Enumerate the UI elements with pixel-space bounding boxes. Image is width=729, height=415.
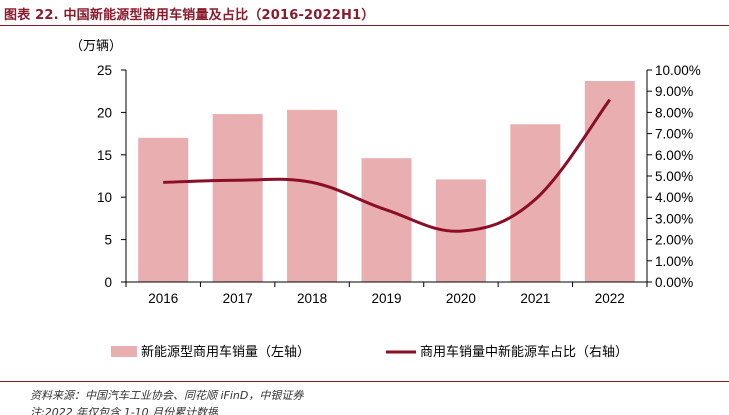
bar-series — [138, 81, 635, 282]
right-tick-label: 5.00% — [655, 169, 693, 184]
legend: 新能源型商用车销量（左轴） 商用车销量中新能源车占比（右轴） — [111, 344, 628, 360]
right-tick-label: 6.00% — [655, 148, 693, 163]
x-tick-label: 2018 — [297, 291, 327, 306]
right-tick-label: 1.00% — [655, 254, 693, 269]
bar-2017 — [212, 114, 263, 282]
right-tick-label: 0.00% — [655, 275, 693, 290]
bar-2022 — [584, 81, 635, 282]
right-tick-label: 2.00% — [655, 233, 693, 248]
legend-bar-swatch — [111, 346, 137, 357]
source-note: 资料来源：中国汽车工业协会、同花顺 iFinD，中银证券 — [30, 389, 304, 402]
footer-divider — [0, 381, 729, 382]
x-tick-label: 2017 — [223, 291, 253, 306]
right-tick-label: 9.00% — [655, 84, 693, 99]
footnote: 注:2022 年仅包含 1-10 月份累计数据 — [30, 406, 219, 415]
x-tick-label: 2021 — [520, 291, 550, 306]
right-tick-label: 10.00% — [655, 63, 701, 78]
x-tick-label: 2016 — [148, 291, 178, 306]
bar-2018 — [287, 109, 338, 282]
x-tick-label: 2022 — [595, 291, 625, 306]
left-axis-unit: （万辆） — [70, 39, 122, 54]
title-divider — [0, 25, 729, 26]
right-tick-label: 4.00% — [655, 190, 693, 205]
left-tick-label: 15 — [97, 148, 112, 163]
left-tick-label: 20 — [97, 105, 112, 120]
bar-2019 — [361, 158, 412, 282]
chart-title: 图表 22. 中国新能源型商用车销量及占比（2016-2022H1） — [4, 8, 375, 23]
x-tick-label: 2019 — [371, 291, 401, 306]
line-series — [163, 98, 611, 233]
legend-bar-label: 新能源型商用车销量（左轴） — [141, 344, 310, 360]
left-tick-label: 10 — [97, 190, 112, 205]
right-tick-label: 8.00% — [655, 105, 693, 120]
legend-line-label: 商用车销量中新能源车占比（右轴） — [420, 344, 628, 360]
combo-chart: （万辆） 0 5 10 15 20 25 0.00% 1.00% 2.00% 3.00% 4.00%… — [70, 39, 701, 360]
bar-2016 — [138, 137, 189, 282]
bar-2021 — [510, 124, 561, 282]
right-tick-label: 7.00% — [655, 127, 693, 142]
axes: 0 5 10 15 20 25 0.00% 1.00% 2.00% 3.00% 4.00% 5.00%… — [97, 63, 701, 306]
left-tick-label: 25 — [97, 63, 112, 78]
left-tick-label: 5 — [104, 233, 112, 248]
right-tick-label: 3.00% — [655, 211, 693, 226]
x-tick-label: 2020 — [446, 291, 476, 306]
left-tick-label: 0 — [104, 275, 112, 290]
